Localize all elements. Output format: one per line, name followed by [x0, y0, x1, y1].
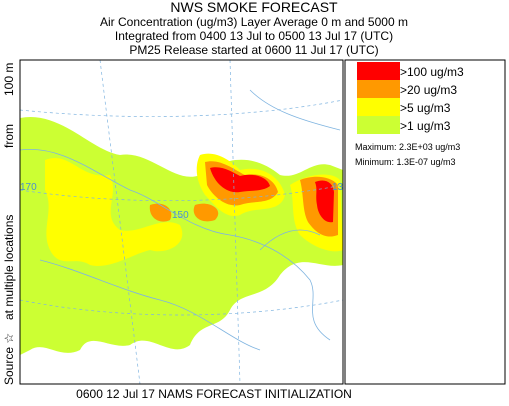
- grid-label: 170: [20, 182, 37, 193]
- grid-label: 150: [172, 210, 189, 221]
- subtitle: Integrated from 0400 13 Jul to 0500 13 J…: [115, 29, 393, 43]
- legend-label: >5 ug/m3: [400, 101, 451, 115]
- map-frame: [19, 59, 344, 385]
- legend-swatch: [357, 98, 400, 116]
- legend-label: >100 ug/m3: [400, 65, 464, 79]
- side-label: Source ☆: [2, 333, 16, 385]
- footer: 0600 12 Jul 17 NAMS FORECAST INITIALIZAT…: [76, 387, 352, 401]
- side-label: 100 m: [2, 63, 16, 96]
- title: NWS SMOKE FORECAST: [170, 0, 338, 15]
- graticule: [20, 60, 343, 384]
- concentration-area: [149, 161, 338, 237]
- side-label: at multiple locations: [2, 215, 16, 320]
- legend-min: Minimum: 1.3E-07 ug/m3: [355, 157, 456, 167]
- legend-swatch: [357, 80, 400, 98]
- legend-label: >1 ug/m3: [400, 119, 451, 133]
- concentration-area: [210, 167, 334, 223]
- subtitle: PM25 Release started at 0600 11 Jul 17 (…: [129, 43, 378, 57]
- legend-swatch: [357, 116, 400, 134]
- subtitle: Air Concentration (ug/m3) Layer Average …: [100, 15, 408, 29]
- legend-label: >20 ug/m3: [400, 83, 457, 97]
- side-label: from: [2, 124, 16, 148]
- map: 170 150 130: [20, 60, 349, 384]
- legend-max: Maximum: 2.3E+03 ug/m3: [355, 142, 460, 152]
- coastline: [20, 89, 341, 351]
- legend-swatch: [357, 62, 400, 80]
- grid-label: 130: [332, 182, 349, 193]
